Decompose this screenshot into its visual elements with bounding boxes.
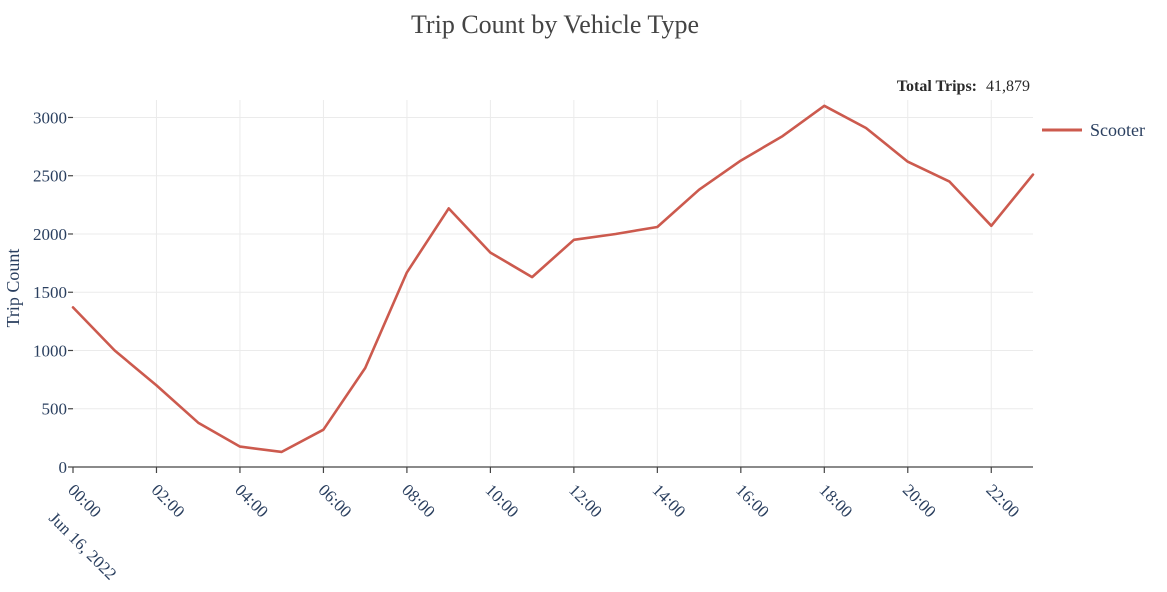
- y-tick-label: 3000: [33, 108, 67, 127]
- chart-title: Trip Count by Vehicle Type: [411, 10, 699, 39]
- x-tick-label: 10:00: [482, 480, 523, 521]
- x-tick-label: 00:00: [64, 480, 105, 521]
- total-trips-annotation: Total Trips: 41,879: [897, 78, 1030, 95]
- x-tick-label: 04:00: [231, 480, 272, 521]
- x-tick-label: 18:00: [815, 480, 856, 521]
- x-tick-label: 02:00: [148, 480, 189, 521]
- x-tick-label: 22:00: [982, 480, 1023, 521]
- x-tick-label: 12:00: [565, 480, 606, 521]
- tick-labels: 0 500 1000 1500 2000 2500 3000 00:00 02:00 04:00 0…: [33, 108, 1023, 583]
- x-tick-label: 16:00: [732, 480, 773, 521]
- grid: [73, 100, 1033, 467]
- y-tick-label: 1500: [33, 283, 67, 302]
- series-line-scooter[interactable]: [71, 104, 1035, 454]
- total-trips-label: Total Trips:: [897, 78, 977, 95]
- legend[interactable]: Scooter: [1042, 120, 1145, 140]
- axes: [68, 116, 1033, 473]
- total-trips-value: 41,879: [986, 78, 1030, 95]
- y-tick-label: 500: [42, 400, 68, 419]
- y-axis-title: Trip Count: [3, 249, 23, 328]
- x-tick-label: 08:00: [398, 480, 439, 521]
- y-tick-label: 2000: [33, 225, 67, 244]
- plot-area: [71, 104, 1035, 454]
- legend-label-scooter: Scooter: [1090, 120, 1145, 140]
- x-date-label: Jun 16, 2022: [45, 508, 120, 583]
- y-tick-label: 1000: [33, 341, 67, 360]
- y-tick-label: 0: [59, 458, 68, 477]
- x-tick-label: 20:00: [899, 480, 940, 521]
- x-tick-label: 14:00: [649, 480, 690, 521]
- y-tick-label: 2500: [33, 167, 67, 186]
- x-tick-label: 06:00: [315, 480, 356, 521]
- svg-text:Total Trips: 41,879: Total Trips: 41,879: [897, 78, 1030, 95]
